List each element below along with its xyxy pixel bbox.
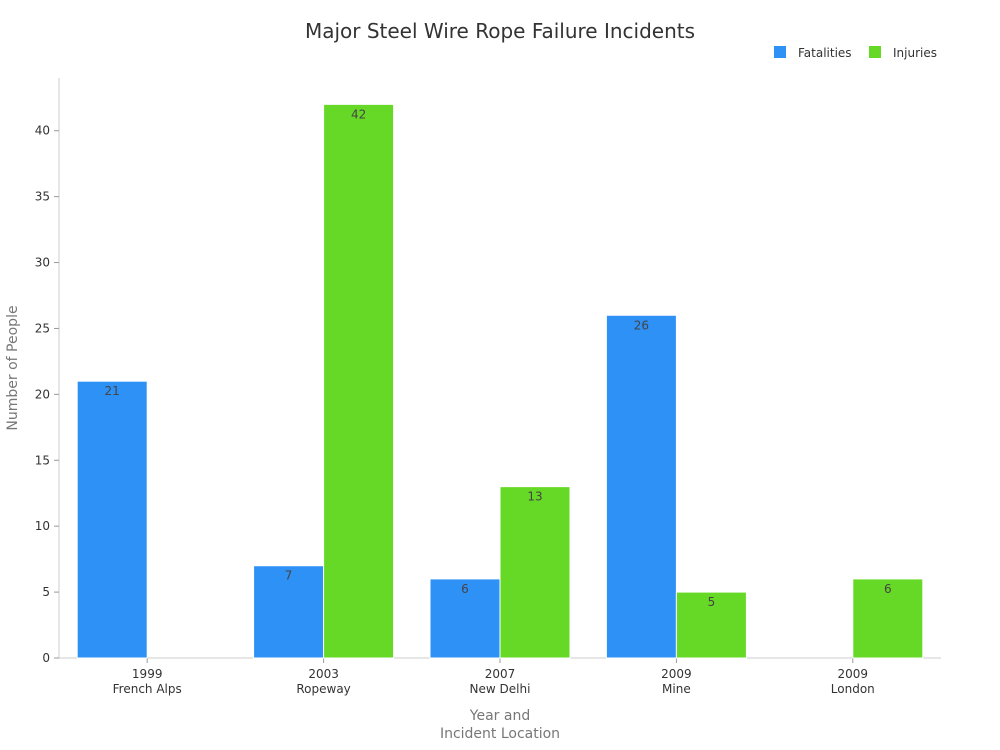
- x-tick-label-year: 2003: [308, 667, 339, 681]
- chart-title: Major Steel Wire Rope Failure Incidents: [305, 19, 695, 43]
- x-tick-label-location: London: [831, 682, 875, 696]
- bar-injuries: [323, 103, 395, 659]
- bars: [76, 103, 924, 659]
- y-tick-label: 0: [42, 651, 50, 665]
- data-labels: 21 7 42 6 13 26 5 6: [105, 107, 892, 609]
- x-tick-label-location: New Delhi: [470, 682, 531, 696]
- x-tick-label-location: Ropeway: [296, 682, 350, 696]
- y-axis-ticks: 0 5 10 15 20 25 30 35 40: [35, 124, 59, 665]
- x-axis-title-line-1: Year and: [469, 708, 530, 724]
- y-tick-label: 35: [35, 190, 50, 204]
- x-tick-label-year: 1999: [132, 667, 163, 681]
- y-tick-label: 5: [42, 585, 50, 599]
- legend-swatch-injuries: [869, 46, 881, 58]
- bar-injuries: [675, 591, 747, 659]
- bar-fatalities: [429, 578, 501, 659]
- data-label-injuries: 13: [527, 490, 542, 504]
- bar-injuries: [852, 578, 924, 659]
- y-tick-label: 40: [35, 124, 50, 138]
- y-tick-label: 20: [35, 387, 50, 401]
- legend-label-fatalities: Fatalities: [798, 46, 852, 60]
- data-label-fatalities: 6: [461, 582, 469, 596]
- data-label-fatalities: 21: [105, 384, 120, 398]
- y-tick-label: 30: [35, 256, 50, 270]
- x-tick-label-location: French Alps: [113, 682, 182, 696]
- y-tick-label: 25: [35, 321, 50, 335]
- legend: Fatalities Injuries: [774, 46, 937, 60]
- data-label-fatalities: 7: [285, 569, 293, 583]
- x-tick-label-year: 2009: [838, 667, 869, 681]
- x-tick-label-year: 2007: [485, 667, 516, 681]
- bar-injuries: [499, 486, 571, 659]
- bar-fatalities: [253, 565, 325, 659]
- data-label-fatalities: 26: [634, 318, 649, 332]
- y-tick-label: 15: [35, 453, 50, 467]
- y-tick-label: 10: [35, 519, 50, 533]
- x-axis-title-line-2: Incident Location: [440, 726, 560, 742]
- bar-fatalities: [605, 314, 677, 659]
- data-label-injuries: 6: [884, 582, 892, 596]
- data-label-injuries: 42: [351, 107, 366, 121]
- legend-label-injuries: Injuries: [893, 46, 937, 60]
- data-label-injuries: 5: [708, 595, 716, 609]
- bar-fatalities: [76, 380, 148, 659]
- x-tick-label-location: Mine: [662, 682, 691, 696]
- x-tick-label-year: 2009: [661, 667, 692, 681]
- legend-swatch-fatalities: [774, 46, 786, 58]
- y-axis-title: Number of People: [5, 305, 21, 430]
